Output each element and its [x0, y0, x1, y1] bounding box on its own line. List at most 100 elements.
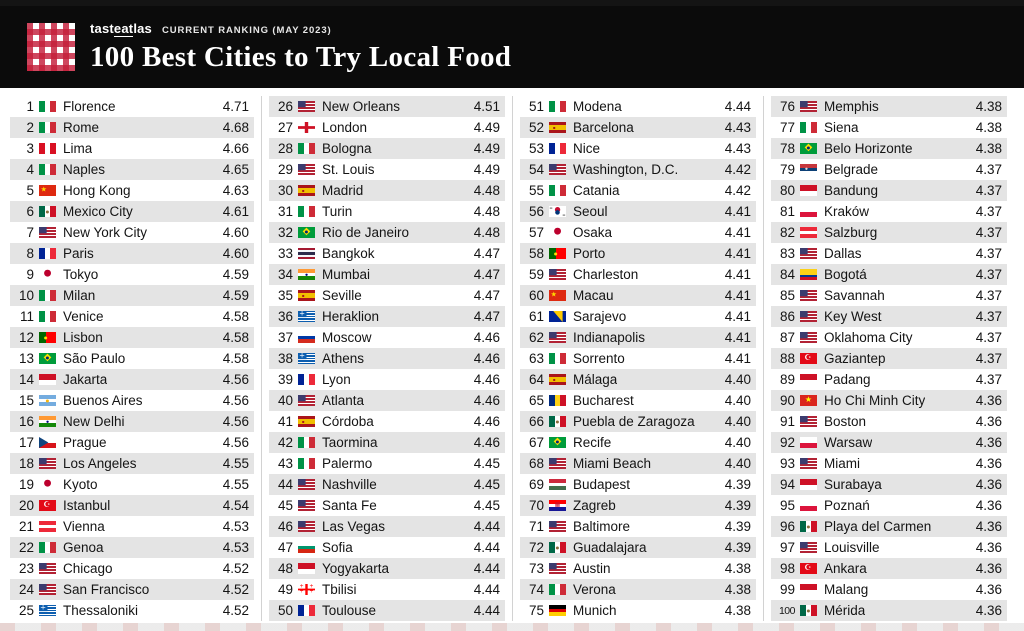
city-name: Savannah [824, 288, 885, 303]
ranking-row: 13 ◆ ● São Paulo 4.58 [10, 348, 254, 369]
score-value: 4.36 [975, 456, 1002, 471]
score-value: 4.51 [473, 99, 500, 114]
ranking-row: 39 Lyon 4.46 [269, 369, 505, 390]
us-flag-icon [549, 521, 566, 532]
ranking-row: 20 ☪ Istanbul 4.54 [10, 495, 254, 516]
us-flag-icon [298, 500, 315, 511]
city-name: London [322, 120, 368, 135]
city-name: Surabaya [824, 477, 882, 492]
score-value: 4.63 [222, 183, 249, 198]
rank-number: 44 [277, 477, 293, 492]
us-flag-icon [800, 311, 817, 322]
ranking-row: 30 ▪ Madrid 4.48 [269, 180, 505, 201]
rank-number: 68 [528, 456, 544, 471]
score-value: 4.53 [222, 519, 249, 534]
rank-number: 2 [26, 120, 34, 135]
at-flag-icon [39, 521, 56, 532]
us-flag-icon [549, 269, 566, 280]
city-name: Mexico City [63, 204, 133, 219]
score-value: 4.38 [724, 603, 751, 618]
city-name: St. Louis [322, 162, 375, 177]
score-value: 4.39 [724, 477, 751, 492]
ranking-row: 65 Bucharest 4.40 [520, 390, 756, 411]
ranking-row: 61 Sarajevo 4.41 [520, 306, 756, 327]
ranking-row: 90 ★ Ho Chi Minh City 4.36 [771, 390, 1007, 411]
rank-number: 34 [277, 267, 293, 282]
rank-number: 85 [779, 288, 795, 303]
score-value: 4.44 [473, 582, 500, 597]
us-flag-icon [39, 458, 56, 469]
city-name: Toulouse [322, 603, 377, 618]
gr-flag-icon: + [298, 311, 315, 322]
score-value: 4.39 [724, 540, 751, 555]
city-name: Osaka [573, 225, 613, 240]
city-name: Siena [824, 120, 859, 135]
city-name: Salzburg [824, 225, 878, 240]
rank-number: 62 [528, 330, 544, 345]
rank-number: 61 [528, 309, 544, 324]
ranking-row: 74 Verona 4.38 [520, 579, 756, 600]
ranking-row: 12 ● Lisbon 4.58 [10, 327, 254, 348]
ranking-row: 86 Key West 4.37 [771, 306, 1007, 327]
city-name: New Orleans [322, 99, 401, 114]
score-value: 4.45 [473, 477, 500, 492]
city-name: San Francisco [63, 582, 150, 597]
score-value: 4.41 [724, 330, 751, 345]
ranking-row: 64 ▪ Málaga 4.40 [520, 369, 756, 390]
score-value: 4.46 [473, 330, 500, 345]
rank-number: 59 [528, 267, 544, 282]
ranking-row: 5 ★ Hong Kong 4.63 [10, 180, 254, 201]
score-value: 4.40 [724, 456, 751, 471]
us-flag-icon [800, 248, 817, 259]
rank-number: 7 [26, 225, 34, 240]
city-name: Florence [63, 99, 116, 114]
score-value: 4.37 [975, 330, 1002, 345]
ranking-row: 14 Jakarta 4.56 [10, 369, 254, 390]
city-name: Charleston [573, 267, 639, 282]
es-flag-icon: ▪ [298, 290, 315, 301]
city-name: Sarajevo [573, 309, 627, 324]
ranking-row: 89 Padang 4.37 [771, 369, 1007, 390]
ranking-row: 58 ● Porto 4.41 [520, 243, 756, 264]
ranking-row: 26 New Orleans 4.51 [269, 96, 505, 117]
city-name: Seville [322, 288, 362, 303]
score-value: 4.44 [473, 519, 500, 534]
city-name: Bandung [824, 183, 879, 198]
gr-flag-icon: + [298, 353, 315, 364]
ranking-row: 41 ▪ Córdoba 4.46 [269, 411, 505, 432]
jp-flag-icon: ● [39, 479, 56, 490]
ranking-row: 98 ☪ Ankara 4.36 [771, 558, 1007, 579]
score-value: 4.41 [724, 204, 751, 219]
ranking-row: 82 Salzburg 4.37 [771, 222, 1007, 243]
it-flag-icon [39, 101, 56, 112]
rank-number: 84 [779, 267, 795, 282]
pl-flag-icon [800, 500, 817, 511]
city-name: Baltimore [573, 519, 631, 534]
city-name: Lima [63, 141, 93, 156]
ranking-row: 59 Charleston 4.41 [520, 264, 756, 285]
it-flag-icon [39, 311, 56, 322]
ranking-row: 57 ● Osaka 4.41 [520, 222, 756, 243]
ranking-row: 88 ☪ Gaziantep 4.37 [771, 348, 1007, 369]
ranking-row: 40 Atlanta 4.46 [269, 390, 505, 411]
score-value: 4.36 [975, 393, 1002, 408]
br-flag-icon: ◆ ● [298, 227, 315, 238]
score-value: 4.45 [473, 456, 500, 471]
score-value: 4.40 [724, 372, 751, 387]
ranking-row: 80 Bandung 4.37 [771, 180, 1007, 201]
score-value: 4.37 [975, 288, 1002, 303]
us-flag-icon [298, 395, 315, 406]
score-value: 4.40 [724, 435, 751, 450]
co-flag-icon [800, 269, 817, 280]
ranking-row: 71 Baltimore 4.39 [520, 516, 756, 537]
city-name: Milan [63, 288, 96, 303]
score-value: 4.37 [975, 372, 1002, 387]
score-value: 4.46 [473, 351, 500, 366]
ranking-row: 16 ● New Delhi 4.56 [10, 411, 254, 432]
score-value: 4.68 [222, 120, 249, 135]
city-name: Puebla de Zaragoza [573, 414, 695, 429]
rank-number: 27 [277, 120, 293, 135]
score-value: 4.49 [473, 141, 500, 156]
ranking-row: 25 + Thessaloniki 4.52 [10, 600, 254, 621]
city-name: Lisbon [63, 330, 103, 345]
